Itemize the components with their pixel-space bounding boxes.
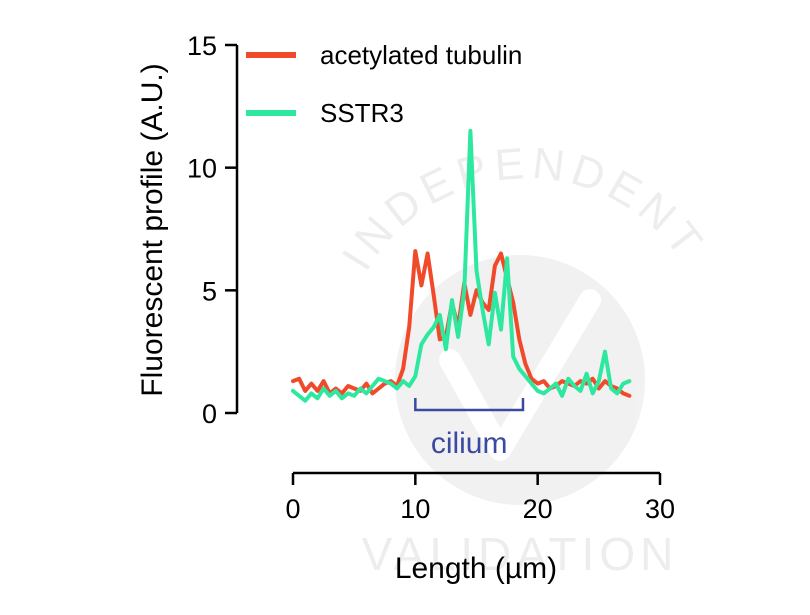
watermark-check-icon	[439, 289, 601, 461]
x-tick-label: 10	[400, 494, 430, 524]
series-line-sstr3	[291, 128, 632, 403]
cilium-label: cilium	[431, 427, 508, 460]
x-tick-label: 20	[523, 494, 553, 524]
y-tick-label: 10	[187, 154, 217, 184]
y-tick-label: 15	[187, 31, 217, 61]
plot-lines	[291, 128, 632, 403]
axes: 0 5 10 15 0 10 20 30	[187, 31, 675, 524]
legend: acetylated tubulin SSTR3	[246, 40, 522, 128]
cilium-annotation: cilium	[414, 398, 525, 460]
legend-label: SSTR3	[320, 98, 404, 128]
x-axis-label: Length (µm)	[395, 552, 557, 585]
x-tick-label: 0	[285, 494, 300, 524]
x-tick-label: 30	[645, 494, 675, 524]
y-axis-label: Fluorescent profile (A.U.)	[136, 63, 169, 396]
cilium-bracket	[414, 398, 525, 412]
y-tick-label: 0	[202, 399, 217, 429]
y-tick-label: 5	[202, 276, 217, 306]
legend-label: acetylated tubulin	[320, 40, 522, 70]
watermark-bottom-text: VALIDATION	[362, 528, 679, 580]
